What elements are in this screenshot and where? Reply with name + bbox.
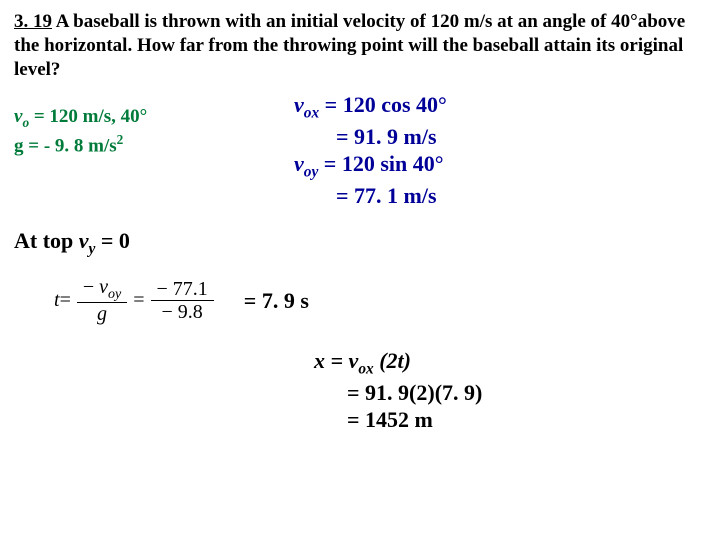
given-line-2: g = - 9. 8 m/s2: [14, 132, 294, 158]
time-equation: t = − voy g = − 77.1 − 9.8 = 7. 9 s: [54, 276, 706, 325]
voy-line-2: = 77. 1 m/s: [294, 182, 447, 210]
time-result: = 7. 9 s: [244, 288, 309, 314]
final-block: x = vox (2t) = 91. 9(2)(7. 9) = 1452 m: [314, 347, 706, 434]
given-block: vo = 120 m/s, 40° g = - 9. 8 m/s2: [14, 91, 294, 209]
final-line-1: x = vox (2t): [314, 347, 706, 379]
vox-line-1: vox = 120 cos 40°: [294, 91, 447, 123]
fraction-2: − 77.1 − 9.8: [151, 278, 214, 323]
problem-text: A baseball is thrown with an initial vel…: [14, 11, 685, 80]
final-line-3: = 1452 m: [314, 406, 706, 434]
voy-line-1: voy = 120 sin 40°: [294, 150, 447, 182]
problem-statement: 3. 19 A baseball is thrown with an initi…: [14, 10, 706, 81]
given-line-1: vo = 120 m/s, 40°: [14, 105, 294, 131]
first-row: vo = 120 m/s, 40° g = - 9. 8 m/s2 vox = …: [14, 91, 706, 209]
at-top-line: At top vy = 0: [14, 228, 706, 258]
problem-number: 3. 19: [14, 11, 52, 32]
vox-line-2: = 91. 9 m/s: [294, 123, 447, 151]
fraction-1: − voy g: [77, 276, 127, 325]
final-line-2: = 91. 9(2)(7. 9): [314, 379, 706, 407]
fraction-expression: t = − voy g = − 77.1 − 9.8: [54, 276, 220, 325]
velocity-components: vox = 120 cos 40° = 91. 9 m/s voy = 120 …: [294, 91, 447, 209]
